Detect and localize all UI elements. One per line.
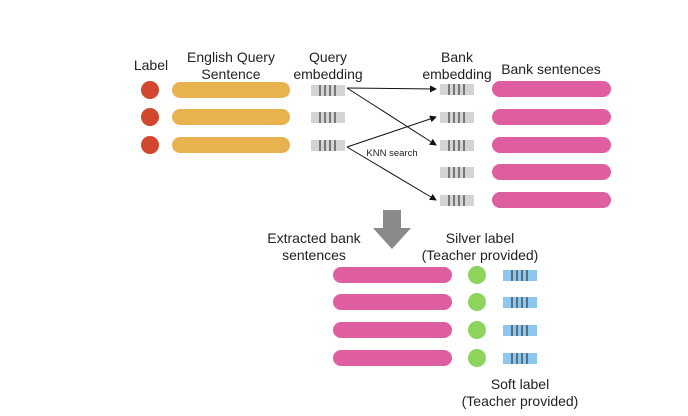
query-sentence-header-line1: English Query <box>187 49 275 65</box>
bank-sentence-bar <box>492 81 611 97</box>
bank-embedding <box>440 84 474 95</box>
query-sentence-header-line2: Sentence <box>201 66 261 82</box>
label-header: Label <box>133 57 169 73</box>
query-embedding <box>311 112 345 123</box>
silver-label-header-line2: (Teacher provided) <box>421 247 539 263</box>
extracted-sentence-bar <box>333 322 452 338</box>
query-embedding-box <box>311 85 345 96</box>
knn-edge-arrow <box>346 85 437 93</box>
extracted-header-line2: sentences <box>282 247 346 263</box>
soft-label-embedding <box>503 353 537 364</box>
extracted-sentence-bar <box>333 267 452 283</box>
bank-embedding <box>440 167 474 178</box>
bank-embedding-header-line1: Bank <box>441 49 473 65</box>
knn-edges <box>346 85 437 201</box>
bank-embedding <box>440 140 474 151</box>
soft-label-embedding <box>503 297 537 308</box>
soft-label-header-line2: (Teacher provided) <box>461 393 579 409</box>
query-embedding-header-line1: Query <box>308 49 348 65</box>
bank-sentence-bar <box>492 192 611 208</box>
bank-embedding <box>440 195 474 206</box>
bank-sentence-bar <box>492 137 611 153</box>
query-embedding-header: Query embedding <box>286 49 370 83</box>
query-sentence-bar <box>172 82 290 98</box>
soft-label-header: Soft label (Teacher provided) <box>452 376 588 410</box>
soft-label-embedding <box>503 325 537 336</box>
soft-label-embedding-box <box>503 270 537 281</box>
query-embedding <box>311 140 345 151</box>
bank-embedding-box <box>440 112 474 123</box>
label-dot <box>141 136 159 154</box>
soft-label-header-line1: Soft label <box>490 376 550 392</box>
knn-search-label: KNN search <box>366 148 418 159</box>
extracted-header-line1: Extracted bank <box>267 230 361 246</box>
bank-sentences-header: Bank sentences <box>501 61 601 77</box>
silver-label-dot <box>468 266 486 284</box>
bank-embedding <box>440 112 474 123</box>
knn-edge-arrow <box>346 146 437 201</box>
extracted-header: Extracted bank sentences <box>258 230 370 264</box>
soft-label-embedding-box <box>503 325 537 336</box>
query-sentence-header: English Query Sentence <box>170 49 292 83</box>
bank-embedding-box <box>440 195 474 206</box>
query-embedding-box <box>311 112 345 123</box>
bank-embedding-header-line2: embedding <box>422 66 492 82</box>
query-embedding <box>311 85 345 96</box>
diagram-rows <box>141 81 611 367</box>
query-embedding-box <box>311 140 345 151</box>
bank-embedding-box <box>440 140 474 151</box>
query-embedding-header-line2: embedding <box>293 66 363 82</box>
bank-sentence-bar <box>492 164 611 180</box>
silver-label-header: Silver label (Teacher provided) <box>412 230 548 264</box>
bank-embedding-header: Bank embedding <box>414 49 500 83</box>
label-dot <box>141 81 159 99</box>
silver-label-dot <box>468 293 486 311</box>
extracted-sentence-bar <box>333 294 452 310</box>
silver-label-dot <box>468 349 486 367</box>
bank-embedding-box <box>440 84 474 95</box>
query-sentence-bar <box>172 109 290 125</box>
soft-label-embedding <box>503 270 537 281</box>
silver-label-header-line1: Silver label <box>445 230 515 246</box>
soft-label-embedding-box <box>503 297 537 308</box>
knn-edge-arrow <box>346 87 437 146</box>
bank-embedding-box <box>440 167 474 178</box>
query-sentence-bar <box>172 137 290 153</box>
silver-label-dot <box>468 321 486 339</box>
label-dot <box>141 108 159 126</box>
extracted-sentence-bar <box>333 350 452 366</box>
bank-sentence-bar <box>492 109 611 125</box>
down-arrow <box>373 210 411 249</box>
soft-label-embedding-box <box>503 353 537 364</box>
knn-edge-arrow <box>346 115 437 148</box>
